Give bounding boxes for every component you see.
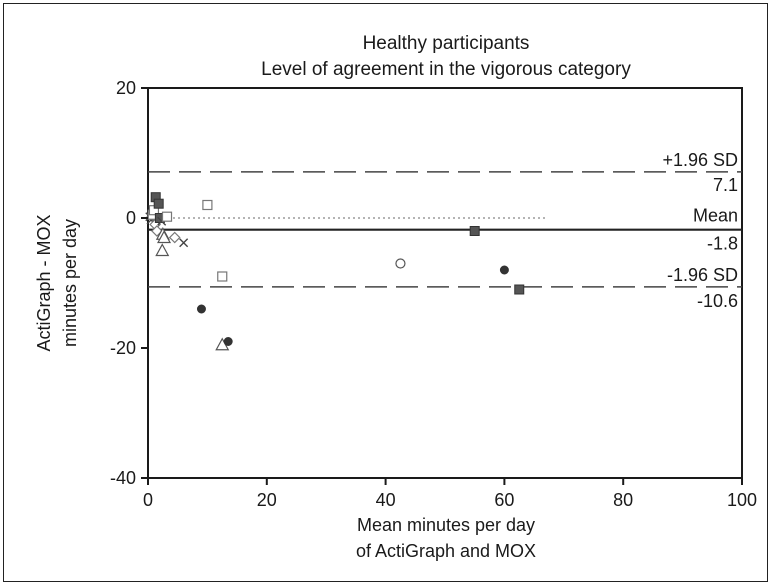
upper-limit-label: +1.96 SD <box>662 150 738 170</box>
lower-limit-value: -10.6 <box>697 291 738 311</box>
chart-title: Healthy participants <box>363 33 530 54</box>
data-points <box>145 192 525 351</box>
x-axis-label-line2: of ActiGraph and MOX <box>356 541 536 561</box>
y-tick-label: -40 <box>110 468 136 488</box>
x-tick-label: 100 <box>727 490 757 510</box>
x-tick-label: 80 <box>613 490 633 510</box>
x-tick-label: 60 <box>494 490 514 510</box>
data-point-8 <box>153 198 164 209</box>
data-point-25 <box>514 284 525 295</box>
data-point-18 <box>196 304 206 314</box>
reference-line-labels: +1.96 SD 7.1 Mean -1.8 -1.96 SD -10.6 <box>662 150 738 311</box>
y-axis-ticks: 20 0 -20 -40 <box>110 78 148 488</box>
y-axis-label-line2: minutes per day <box>60 219 80 347</box>
reference-lines <box>148 171 742 288</box>
data-point-21 <box>223 337 233 346</box>
x-tick-label: 20 <box>257 490 277 510</box>
mean-value: -1.8 <box>707 234 738 254</box>
upper-limit-value: 7.1 <box>713 175 738 195</box>
lower-limit-label: -1.96 SD <box>667 265 738 285</box>
data-point-19 <box>217 271 228 282</box>
y-tick-label: -20 <box>110 338 136 358</box>
data-point-24 <box>499 265 509 275</box>
data-point-16 <box>179 238 189 248</box>
x-tick-label: 0 <box>143 490 153 510</box>
chart-subtitle: Level of agreement in the vigorous categ… <box>261 59 631 80</box>
y-axis-label-line1: ActiGraph - MOX <box>34 214 54 351</box>
data-point-12 <box>157 230 172 244</box>
data-point-22 <box>395 258 406 269</box>
y-tick-label: 0 <box>126 208 136 228</box>
data-point-15 <box>168 231 181 244</box>
data-point-14 <box>161 211 173 222</box>
x-axis-ticks: 0 20 40 60 80 100 <box>143 478 757 510</box>
data-point-13 <box>155 243 170 257</box>
figure-frame <box>3 3 768 582</box>
data-point-17 <box>202 199 213 211</box>
plot-area <box>147 87 743 479</box>
x-tick-label: 40 <box>376 490 396 510</box>
y-tick-label: 20 <box>116 78 136 98</box>
data-point-23 <box>469 226 480 236</box>
mean-label: Mean <box>693 206 738 226</box>
x-axis-label-line1: Mean minutes per day <box>357 515 535 535</box>
